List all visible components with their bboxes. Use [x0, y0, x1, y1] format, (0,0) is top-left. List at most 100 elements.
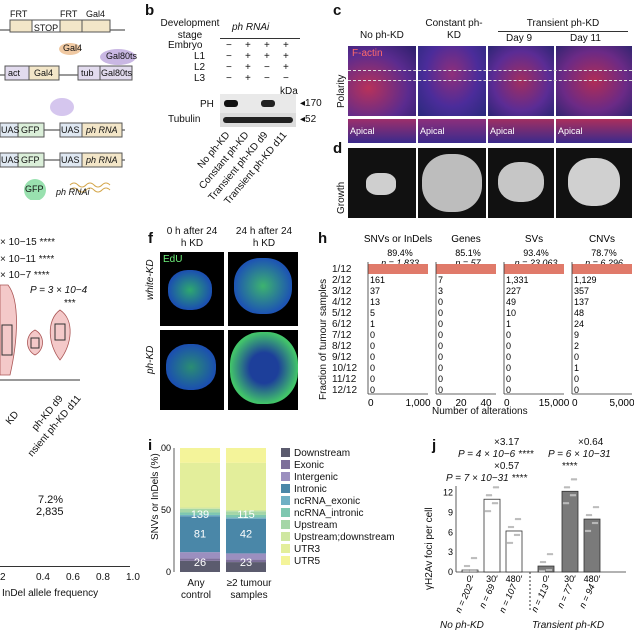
- col-constant: Constant ph-KD: [425, 18, 483, 41]
- i-segment: [226, 559, 266, 563]
- h-val: 48: [574, 308, 584, 318]
- g-xlabel: InDel allele frequency: [2, 588, 99, 599]
- h-val: 1,331: [506, 275, 529, 285]
- j-point: [516, 517, 520, 521]
- i-legend-item: Upstream;downstream: [281, 532, 395, 544]
- h-tick: 20: [455, 398, 467, 409]
- kda-52: ◂52: [300, 114, 317, 125]
- j-point: [543, 560, 547, 564]
- col-day9: Day 9: [506, 33, 533, 44]
- panel-c-label: c: [333, 2, 342, 19]
- tub-box: tub: [81, 68, 94, 78]
- i-segment: [180, 508, 220, 513]
- j-point: [586, 529, 590, 533]
- i-legend-item: UTR3: [281, 544, 395, 556]
- j-point: [464, 569, 468, 573]
- j-point: [548, 552, 552, 556]
- micrograph-c1: [348, 46, 416, 116]
- j-tick: 3: [448, 547, 453, 557]
- j-point: [469, 569, 473, 573]
- j-ylabel: γH2Av foci per cell: [424, 507, 435, 590]
- h-val: 10: [506, 308, 516, 318]
- j-point: [594, 505, 598, 509]
- i-legend-swatch: [281, 448, 290, 457]
- micrograph-f4: [228, 330, 298, 410]
- j-n: n = 94: [577, 583, 597, 610]
- i-legend-swatch: [281, 484, 290, 493]
- h-val: 0: [574, 385, 579, 395]
- i-legend-swatch: [281, 496, 290, 505]
- j-point: [492, 486, 496, 489]
- tubulin-blot-label: Tubulin: [168, 114, 201, 125]
- j-point: [550, 552, 554, 556]
- pval-4: P = 3 × 10−4: [30, 285, 88, 296]
- h-rowlabel: 1/12: [332, 264, 352, 275]
- i-segment: [226, 518, 266, 554]
- gal80ts-label: Gal80ts: [106, 51, 138, 61]
- h-panel-pct: 85.1%: [455, 248, 481, 258]
- j-point: [474, 556, 478, 560]
- uas1: UAS: [1, 125, 20, 135]
- h-panel-pct: 93.4%: [523, 248, 549, 258]
- j-point: [514, 517, 518, 521]
- edu-label: EdU: [163, 254, 183, 265]
- h-tick: 0: [368, 398, 374, 409]
- j-bar: [505, 530, 523, 573]
- col2-header: 24 h after 24 h KD: [235, 226, 293, 249]
- j-group-tick: 480′: [506, 574, 523, 584]
- h-val: 1,129: [574, 275, 597, 285]
- i-segment: [226, 462, 266, 510]
- j-point: [494, 486, 498, 489]
- j-point: [515, 533, 519, 537]
- h-rowlabel: 3/12: [332, 286, 352, 297]
- j-point: [538, 569, 542, 573]
- j-ann3: ×0.57: [494, 461, 520, 472]
- pval-5: ***: [64, 298, 76, 309]
- j-point: [507, 525, 511, 529]
- j-point: [546, 552, 550, 556]
- i-segment: [180, 514, 220, 517]
- h-val: 0: [370, 341, 375, 351]
- gal4-box: Gal4: [34, 68, 54, 78]
- j-point: [566, 502, 570, 505]
- h-val: 0: [438, 374, 443, 384]
- h-panel-pct: 78.7%: [591, 248, 617, 258]
- j-ann6: P = 6 × 10−31: [548, 449, 611, 460]
- j-group-tick: 30′: [564, 574, 576, 584]
- h-rowlabel: 12/12: [332, 385, 358, 396]
- uas4: UAS: [61, 155, 80, 165]
- g-pct: 7.2%: [38, 494, 64, 506]
- i-label-bottom: 23: [240, 557, 252, 569]
- j-point: [584, 529, 588, 533]
- pval-1: × 10−15 ****: [0, 237, 56, 248]
- h-val: 0: [438, 352, 443, 362]
- h-panel-n: n = 6,296: [585, 258, 623, 268]
- h-bar: [436, 264, 496, 274]
- i-legend-swatch: [281, 460, 290, 469]
- frt1-label: FRT: [10, 9, 28, 19]
- h-tick: 40: [480, 398, 492, 409]
- j-tick: 0: [448, 567, 453, 577]
- j-group-tick: 480′: [584, 574, 601, 584]
- j-point: [485, 494, 489, 497]
- h-tick: 5,000: [609, 398, 634, 409]
- dashed-line-2: [348, 80, 632, 81]
- i-legend-text: Downstream: [294, 448, 351, 459]
- micrograph-c4: [556, 46, 632, 116]
- j-point: [496, 486, 500, 489]
- j-point: [491, 502, 495, 505]
- gal4-top-label: Gal4: [86, 9, 106, 19]
- pval-2: × 10−11 ****: [0, 254, 55, 265]
- uas3: UAS: [1, 155, 20, 165]
- i-segment: [180, 558, 220, 561]
- gal80-box: Gal80ts: [101, 68, 133, 78]
- h-panel-title: SNVs or InDels: [364, 234, 432, 245]
- j-point: [564, 502, 568, 505]
- row-ph-kd: ph-KD: [145, 345, 156, 374]
- violin-x1: KD: [4, 409, 22, 428]
- panel-i-label: i: [148, 437, 153, 454]
- h-bar: [368, 264, 428, 274]
- j-ann1: ×3.17: [494, 437, 520, 448]
- h-val: 13: [370, 297, 380, 307]
- i-legend-text: Upstream: [294, 520, 338, 531]
